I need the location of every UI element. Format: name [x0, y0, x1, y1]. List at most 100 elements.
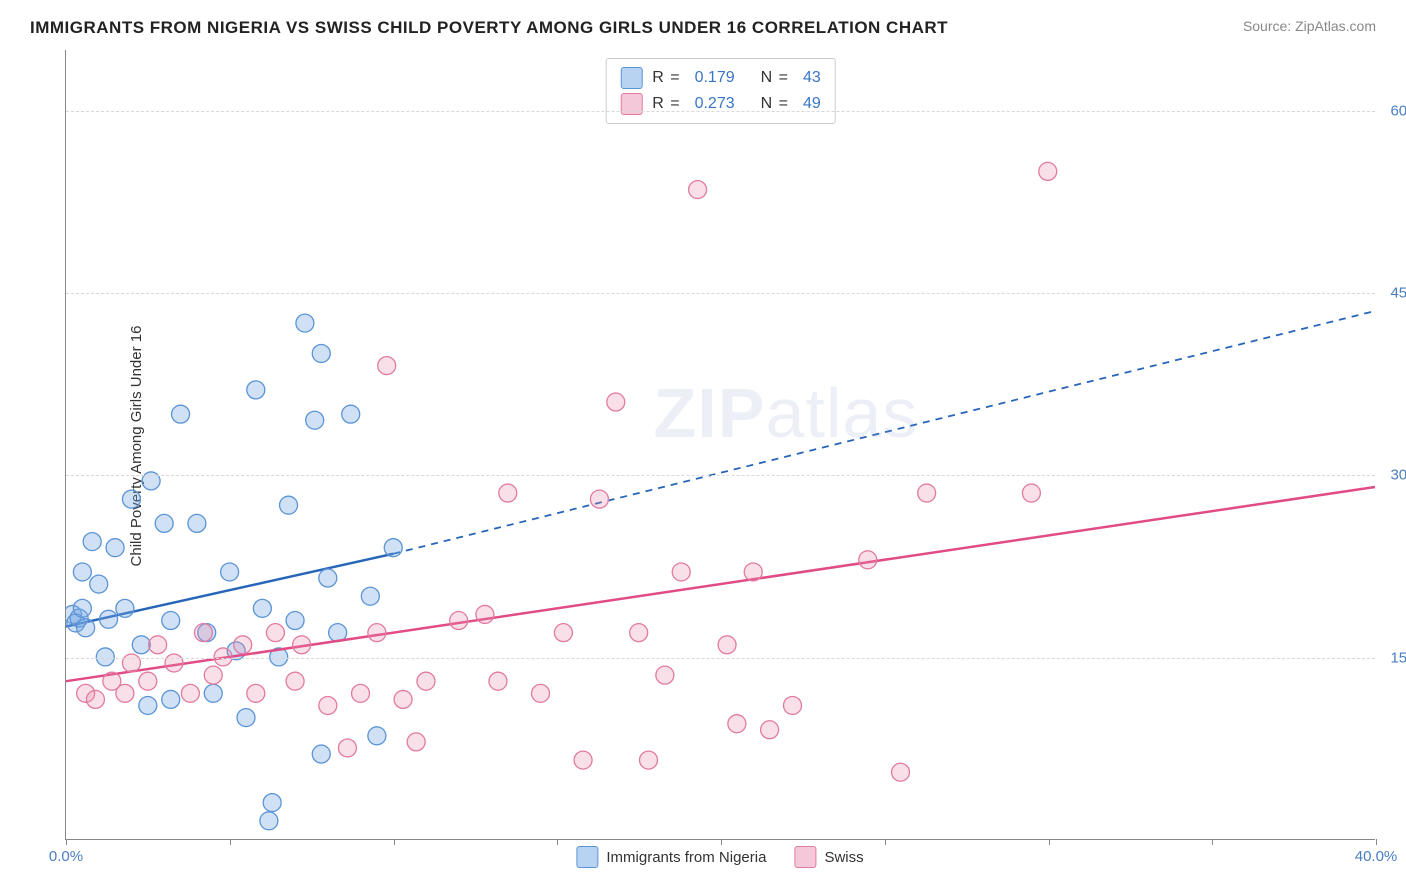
data-point — [361, 587, 379, 605]
data-point — [1039, 162, 1057, 180]
data-point — [188, 514, 206, 532]
legend-item: Swiss — [794, 846, 863, 868]
legend-label: Immigrants from Nigeria — [606, 849, 766, 866]
stats-box: R = 0.179 N = 43 R =0.273N =49 — [605, 58, 836, 124]
data-point — [744, 563, 762, 581]
stats-row: R =0.273N =49 — [620, 91, 821, 117]
x-tick — [66, 839, 67, 845]
data-point — [417, 672, 435, 690]
stats-r-value: 0.179 — [695, 69, 735, 87]
data-point — [859, 551, 877, 569]
data-point — [590, 490, 608, 508]
stats-row: R = 0.179 N = 43 — [620, 65, 821, 91]
data-point — [139, 696, 157, 714]
stats-n-value: 43 — [803, 69, 821, 87]
data-point — [77, 619, 95, 637]
legend-swatch — [576, 846, 598, 868]
data-point — [1022, 484, 1040, 502]
data-point — [476, 605, 494, 623]
x-tick-label: 0.0% — [49, 848, 83, 865]
data-point — [149, 636, 167, 654]
data-point — [640, 751, 658, 769]
data-point — [263, 794, 281, 812]
data-point — [237, 709, 255, 727]
data-point — [116, 599, 134, 617]
x-tick — [1049, 839, 1050, 845]
data-point — [407, 733, 425, 751]
data-point — [100, 610, 118, 628]
y-tick-label: 60.0% — [1390, 102, 1406, 119]
legend-label: Swiss — [824, 849, 863, 866]
data-point — [194, 624, 212, 642]
y-tick-label: 15.0% — [1390, 649, 1406, 666]
data-point — [86, 690, 104, 708]
data-point — [352, 684, 370, 702]
data-point — [532, 684, 550, 702]
data-point — [450, 612, 468, 630]
data-point — [83, 533, 101, 551]
x-tick — [557, 839, 558, 845]
legend-item: Immigrants from Nigeria — [576, 846, 766, 868]
stats-n-label: N = — [761, 69, 789, 87]
x-tick — [230, 839, 231, 845]
data-point — [312, 745, 330, 763]
data-point — [656, 666, 674, 684]
data-point — [266, 624, 284, 642]
chart-container: ZIPatlas R =0.179N =43R =0.273N =49 15.0… — [65, 50, 1375, 840]
data-point — [319, 696, 337, 714]
stats-swatch — [620, 67, 642, 89]
gridline — [66, 475, 1375, 476]
data-point — [630, 624, 648, 642]
gridline — [66, 293, 1375, 294]
data-point — [122, 490, 140, 508]
data-point — [162, 690, 180, 708]
chart-title: IMMIGRANTS FROM NIGERIA VS SWISS CHILD P… — [30, 18, 948, 38]
data-point — [338, 739, 356, 757]
data-point — [672, 563, 690, 581]
data-point — [204, 666, 222, 684]
data-point — [891, 763, 909, 781]
data-point — [574, 751, 592, 769]
data-point — [204, 684, 222, 702]
data-point — [718, 636, 736, 654]
data-point — [306, 411, 324, 429]
data-point — [253, 599, 271, 617]
data-point — [122, 654, 140, 672]
data-point — [368, 624, 386, 642]
y-tick-label: 45.0% — [1390, 285, 1406, 302]
data-point — [132, 636, 150, 654]
legend: Immigrants from Nigeria Swiss — [576, 846, 863, 868]
data-point — [784, 696, 802, 714]
x-tick — [394, 839, 395, 845]
stats-r-label: R = — [652, 69, 680, 87]
data-point — [342, 405, 360, 423]
x-tick — [1376, 839, 1377, 845]
data-point — [554, 624, 572, 642]
data-point — [162, 612, 180, 630]
data-point — [155, 514, 173, 532]
plot-area: ZIPatlas R =0.179N =43R =0.273N =49 15.0… — [65, 50, 1375, 840]
x-tick — [1212, 839, 1213, 845]
data-point — [165, 654, 183, 672]
data-point — [286, 672, 304, 690]
data-point — [116, 684, 134, 702]
data-point — [139, 672, 157, 690]
data-point — [286, 612, 304, 630]
data-point — [607, 393, 625, 411]
data-point — [319, 569, 337, 587]
data-point — [280, 496, 298, 514]
x-tick — [721, 839, 722, 845]
data-point — [247, 381, 265, 399]
data-point — [296, 314, 314, 332]
scatter-plot-svg — [66, 50, 1375, 839]
data-point — [293, 636, 311, 654]
data-point — [260, 812, 278, 830]
data-point — [234, 636, 252, 654]
data-point — [384, 539, 402, 557]
data-point — [312, 344, 330, 362]
y-tick-label: 30.0% — [1390, 467, 1406, 484]
data-point — [73, 599, 91, 617]
data-point — [181, 684, 199, 702]
data-point — [172, 405, 190, 423]
data-point — [728, 715, 746, 733]
